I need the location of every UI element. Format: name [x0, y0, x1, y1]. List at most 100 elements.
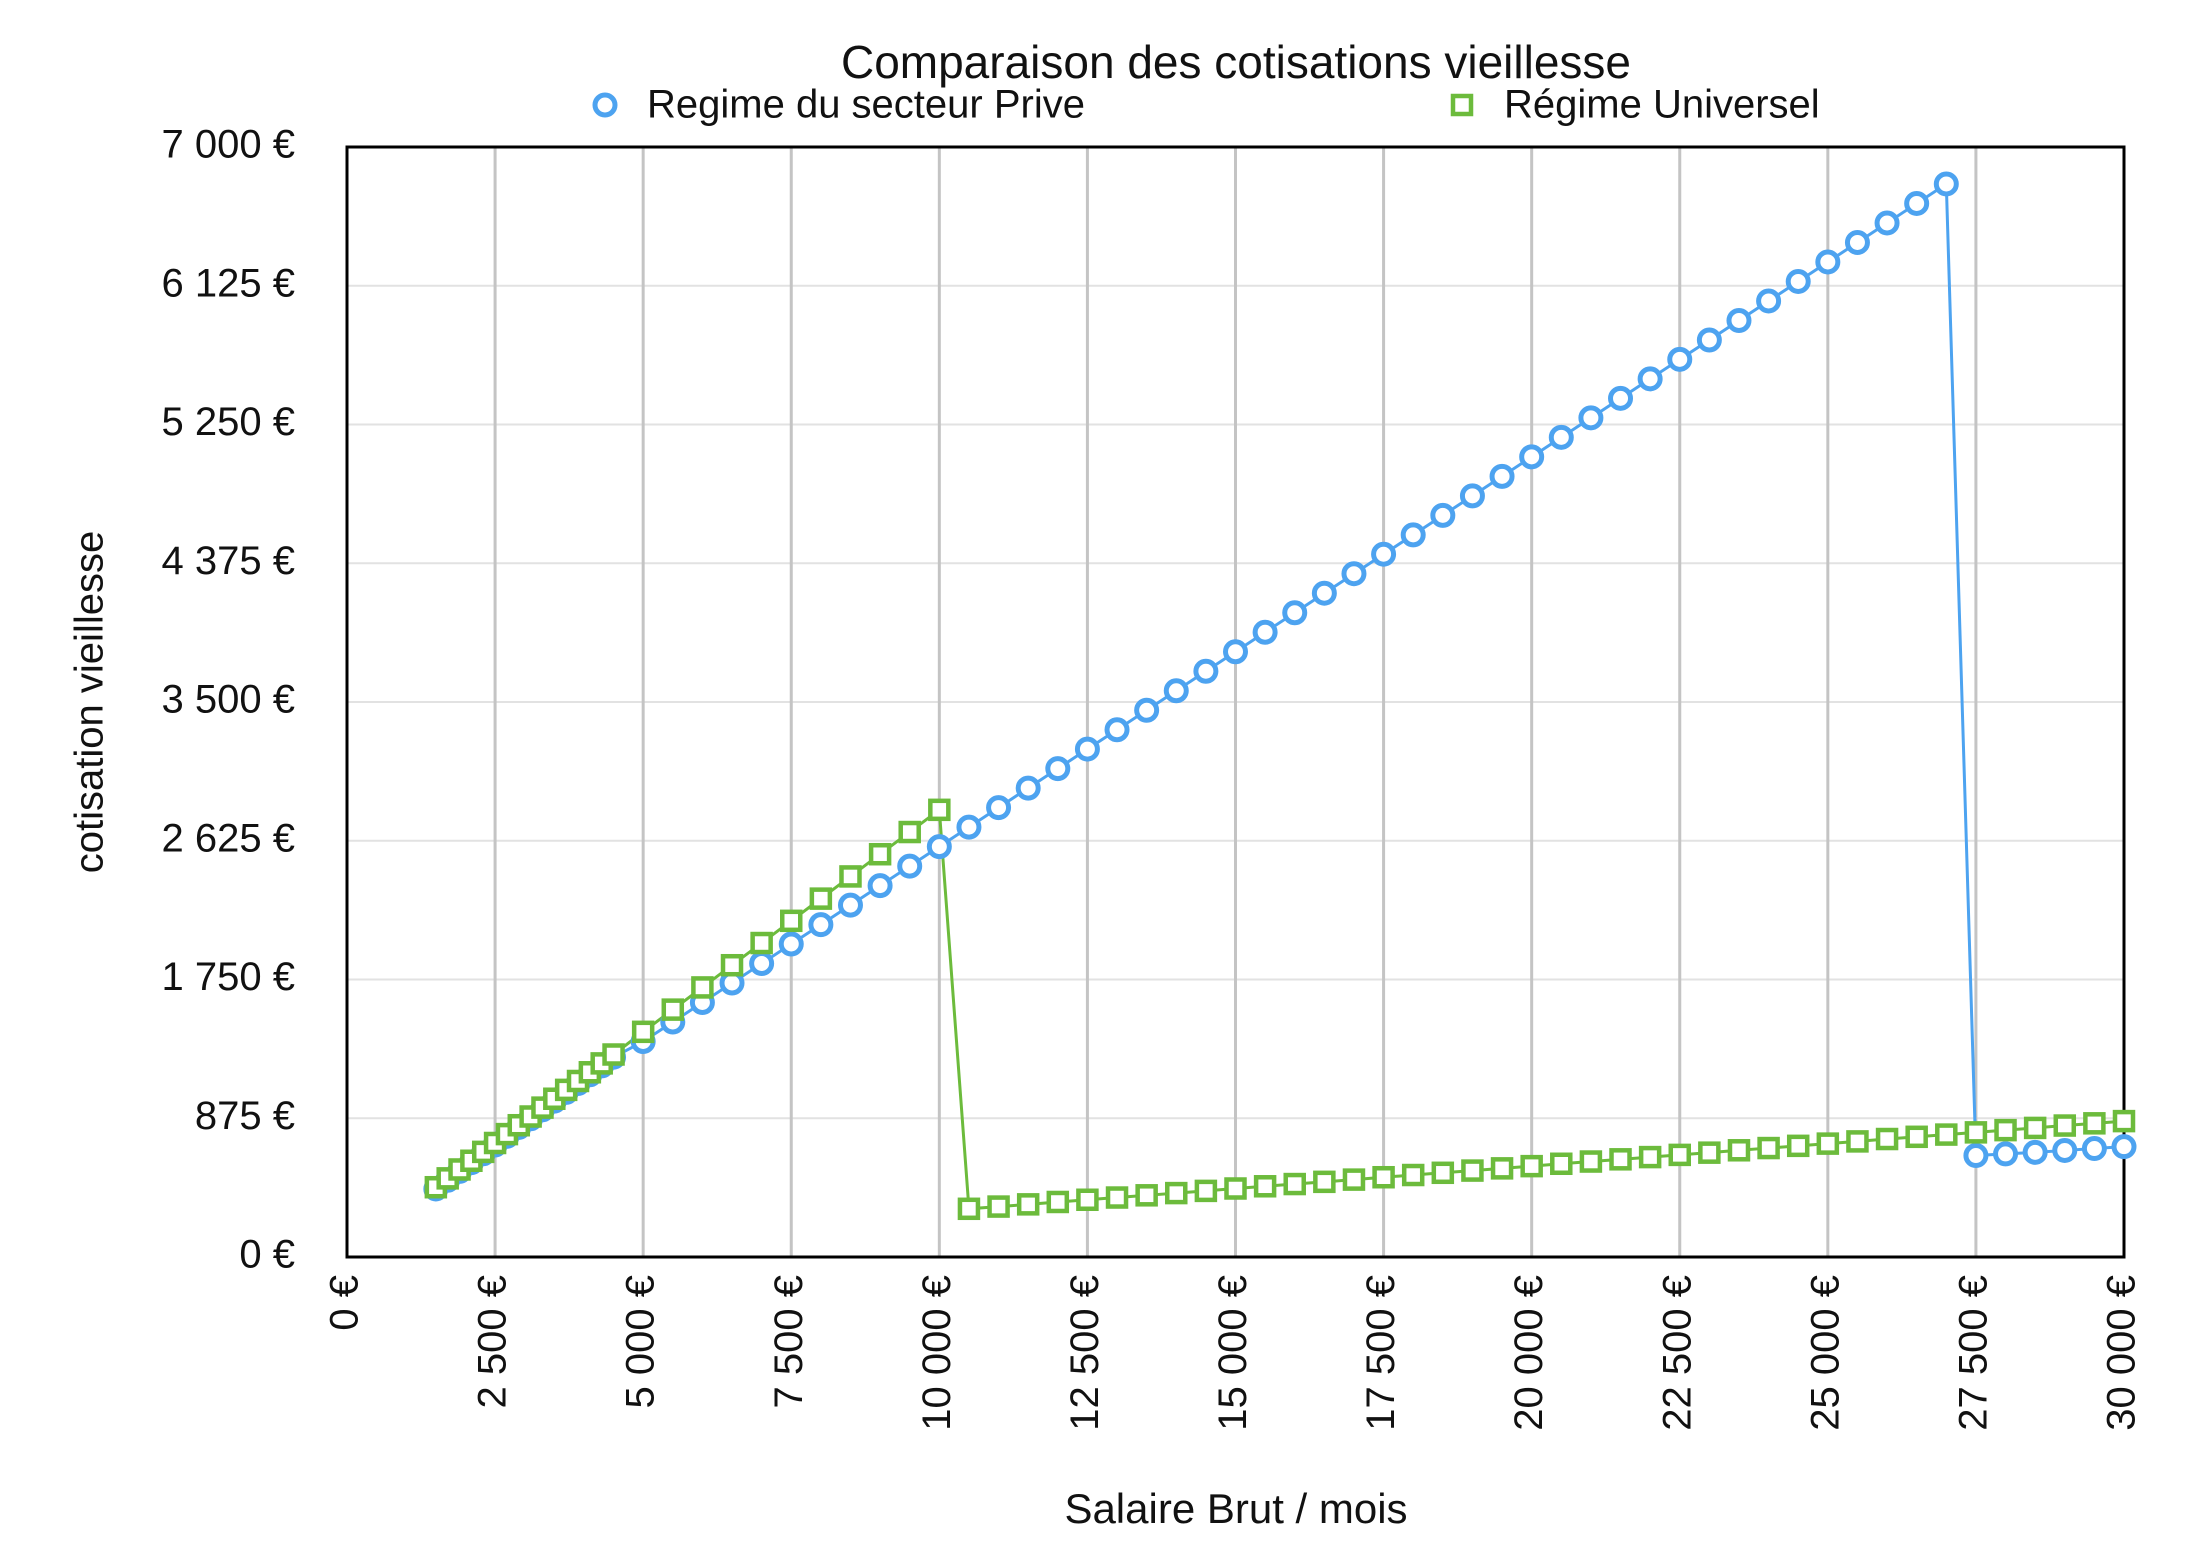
data-point: [1135, 1184, 1158, 1207]
data-point: [749, 950, 775, 976]
data-point: [1785, 268, 1811, 294]
data-point: [1283, 1172, 1306, 1196]
x-tick-label: 27 500 €: [1951, 1275, 1995, 1431]
data-point: [1844, 229, 1870, 255]
data-point: [1104, 717, 1130, 743]
x-tick-label: 12 500 €: [1063, 1275, 1107, 1431]
data-point: [2023, 1116, 2047, 1140]
legend-marker: [1450, 93, 1474, 117]
series-line: [434, 806, 2125, 1211]
data-point: [1667, 346, 1693, 372]
data-point: [868, 842, 892, 866]
data-point: [1935, 1123, 1958, 1146]
series-line: [434, 181, 2125, 1191]
data-point: [986, 795, 1012, 821]
legend-marker: [592, 92, 618, 118]
data-point: [1933, 171, 1959, 197]
data-point: [1431, 1161, 1455, 1185]
data-point: [1638, 1145, 1662, 1169]
data-point: [1490, 1157, 1514, 1180]
data-point: [1637, 366, 1663, 392]
data-point: [1874, 210, 1900, 236]
x-tick-label: 17 500 €: [1359, 1275, 1403, 1431]
data-point: [1846, 1130, 1869, 1153]
data-point: [1696, 327, 1722, 353]
data-point: [1904, 190, 1930, 216]
y-tick-label: 5 250 €: [162, 400, 295, 444]
data-point: [1726, 307, 1752, 333]
data-point: [809, 887, 833, 910]
data-point: [957, 1197, 981, 1221]
data-point: [1519, 444, 1545, 470]
data-point: [1105, 1186, 1129, 1209]
data-point: [1076, 1188, 1099, 1212]
data-point: [1224, 1177, 1247, 1200]
data-point: [631, 1020, 655, 1044]
data-point: [1816, 1132, 1840, 1155]
data-point: [1905, 1125, 1928, 1149]
y-tick-label: 1 750 €: [162, 955, 295, 999]
data-point: [2111, 1134, 2137, 1160]
y-tick-label: 3 500 €: [162, 678, 295, 722]
x-tick-label: 15 000 €: [1211, 1275, 1255, 1431]
data-point: [1520, 1154, 1543, 1178]
data-point: [2053, 1114, 2077, 1137]
data-point: [1311, 580, 1337, 606]
y-tick-label: 0 €: [239, 1233, 295, 1277]
data-point: [1875, 1127, 1899, 1151]
x-tick-label: 25 000 €: [1803, 1275, 1847, 1431]
data-point: [1134, 697, 1160, 723]
data-point: [1963, 1143, 1989, 1169]
data-point: [2083, 1112, 2106, 1135]
data-point: [1194, 1179, 1218, 1203]
data-point: [1372, 1165, 1395, 1189]
plot-frame: [345, 145, 2126, 1259]
data-point: [602, 1043, 625, 1066]
data-point: [2022, 1139, 2048, 1165]
data-point: [1045, 756, 1071, 782]
data-point: [691, 976, 714, 999]
legend-label: Regime du secteur Prive: [647, 83, 1085, 127]
data-point: [1550, 1152, 1573, 1176]
data-point: [1401, 1163, 1425, 1187]
data-point: [1727, 1139, 1751, 1162]
data-point: [2052, 1137, 2078, 1163]
data-point: [1994, 1118, 2017, 1142]
data-point: [1341, 561, 1367, 587]
data-point: [1668, 1143, 1691, 1167]
data-point: [780, 909, 803, 933]
data-point: [1313, 1170, 1336, 1194]
data-point: [1461, 1159, 1484, 1182]
data-point: [1015, 775, 1041, 801]
data-point: [839, 865, 862, 888]
data-point: [661, 998, 685, 1021]
data-point: [1459, 483, 1485, 509]
data-point: [1608, 385, 1634, 411]
y-tick-label: 7 000 €: [162, 123, 295, 167]
y-tick-label: 2 625 €: [162, 816, 295, 860]
legend-label: Régime Universel: [1504, 83, 1820, 127]
data-point: [897, 853, 923, 879]
data-point: [1578, 405, 1604, 431]
data-point: [1016, 1193, 1040, 1216]
data-point: [1756, 288, 1782, 314]
x-tick-label: 10 000 €: [915, 1275, 959, 1431]
data-point: [956, 814, 982, 840]
x-tick-label: 7 500 €: [767, 1275, 811, 1408]
data-point: [1165, 1181, 1188, 1205]
data-point: [1698, 1141, 1721, 1164]
data-point: [1964, 1121, 1988, 1144]
data-point: [1430, 502, 1456, 528]
data-point: [1579, 1150, 1603, 1173]
data-point: [1371, 541, 1397, 567]
data-point: [778, 931, 804, 957]
data-point: [1993, 1141, 2019, 1167]
y-tick-label: 6 125 €: [162, 261, 295, 305]
data-point: [2081, 1136, 2107, 1162]
data-point: [928, 798, 951, 822]
data-point: [898, 820, 921, 844]
y-tick-label: 4 375 €: [162, 539, 295, 583]
y-axis-label: cotisation vieillesse: [68, 531, 112, 873]
data-point: [1815, 249, 1841, 275]
